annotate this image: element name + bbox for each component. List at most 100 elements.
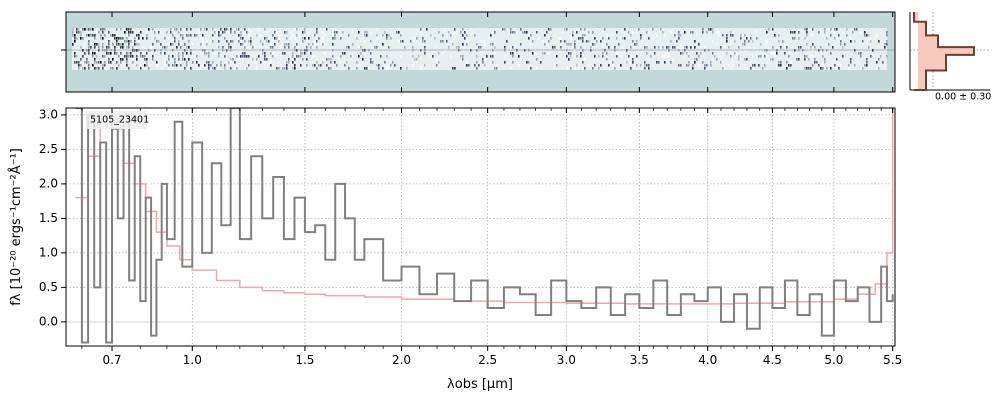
spec2d-pixel <box>656 40 658 43</box>
spec2d-pixel <box>90 46 92 49</box>
spec2d-pixel <box>832 46 834 49</box>
spec2d-pixel <box>648 31 650 34</box>
spec2d-pixel <box>860 31 862 34</box>
spec2d-pixel <box>88 46 90 49</box>
spec2d-pixel <box>448 31 450 34</box>
spec2d-pixel <box>416 37 418 40</box>
spec2d-pixel <box>632 40 634 43</box>
spec2d-pixel <box>586 40 588 43</box>
spec2d-pixel <box>570 43 572 46</box>
spec2d-pixel <box>548 28 550 31</box>
spec2d-pixel <box>386 34 388 37</box>
spec2d-pixel <box>442 52 444 55</box>
spec2d-pixel <box>176 58 178 61</box>
spec2d-pixel <box>208 61 210 64</box>
spec2d-pixel <box>670 40 672 43</box>
spec2d-pixel <box>866 61 868 64</box>
spec2d-pixel <box>234 61 236 64</box>
spec2d-pixel <box>798 31 800 34</box>
spec2d-pixel <box>326 64 328 67</box>
spec2d-pixel <box>694 58 696 61</box>
spec2d-pixel <box>592 34 594 37</box>
spec2d-pixel <box>132 31 134 34</box>
spec2d-pixel <box>298 46 300 49</box>
spec2d-pixel <box>808 67 810 70</box>
spec2d-pixel <box>304 28 306 31</box>
spec2d-pixel <box>248 40 250 43</box>
spec2d-pixel <box>840 64 842 67</box>
spec2d-pixel <box>774 52 776 55</box>
spec2d-pixel <box>786 67 788 70</box>
spec2d-pixel <box>602 52 604 55</box>
spec2d-pixel <box>218 31 220 34</box>
spec2d-pixel <box>558 37 560 40</box>
spec2d-pixel <box>246 67 248 70</box>
spec2d-pixel <box>166 46 168 49</box>
spec2d-pixel <box>448 46 450 49</box>
spec2d-pixel <box>126 28 128 31</box>
spec2d-pixel <box>128 46 130 49</box>
spec2d-pixel <box>132 46 134 49</box>
spec2d-pixel <box>370 58 372 61</box>
spec2d-pixel <box>246 55 248 58</box>
spec2d-pixel <box>386 55 388 58</box>
spec2d-pixel <box>94 40 96 43</box>
spec2d-pixel <box>82 28 84 31</box>
spec2d-pixel <box>486 55 488 58</box>
spec2d-pixel <box>574 46 576 49</box>
spec2d-pixel <box>226 31 228 34</box>
spec2d-pixel <box>422 37 424 40</box>
spec2d-pixel <box>206 28 208 31</box>
spec2d-pixel <box>116 34 118 37</box>
spec2d-pixel <box>450 55 452 58</box>
spec2d-pixel <box>300 55 302 58</box>
spec2d-pixel <box>292 61 294 64</box>
spec2d-pixel <box>504 55 506 58</box>
spec2d-pixel <box>164 40 166 43</box>
spec2d-pixel <box>172 67 174 70</box>
spec2d-pixel <box>150 64 152 67</box>
spec2d-pixel <box>454 37 456 40</box>
spec2d-pixel <box>646 46 648 49</box>
spec2d-pixel <box>184 46 186 49</box>
spec2d-pixel <box>846 34 848 37</box>
spec2d-pixel <box>400 40 402 43</box>
spec2d-pixel <box>560 43 562 46</box>
spec2d-pixel <box>228 43 230 46</box>
spec2d-pixel <box>648 67 650 70</box>
spec2d-pixel <box>98 46 100 49</box>
spec2d-pixel <box>662 31 664 34</box>
spec2d-pixel <box>562 67 564 70</box>
spec2d-pixel <box>108 58 110 61</box>
spec2d-pixel <box>798 58 800 61</box>
spec2d-pixel <box>160 43 162 46</box>
spec2d-pixel <box>180 43 182 46</box>
spec2d-pixel <box>398 40 400 43</box>
spec2d-pixel <box>600 64 602 67</box>
spec2d-pixel <box>204 46 206 49</box>
spec2d-pixel <box>174 61 176 64</box>
spec2d-pixel <box>146 52 148 55</box>
spec2d-pixel <box>822 64 824 67</box>
spec2d-pixel <box>834 37 836 40</box>
spec2d-pixel <box>744 58 746 61</box>
spec2d-pixel <box>710 61 712 64</box>
spec2d-pixel <box>274 31 276 34</box>
spec2d-pixel <box>316 28 318 31</box>
spec2d-pixel <box>574 31 576 34</box>
spec2d-pixel <box>244 55 246 58</box>
spec2d-pixel <box>358 31 360 34</box>
spec2d-pixel <box>118 64 120 67</box>
spec2d-pixel <box>180 34 182 37</box>
spec2d-pixel <box>546 43 548 46</box>
spec2d-pixel <box>818 64 820 67</box>
spec2d-pixel <box>278 40 280 43</box>
spec2d-pixel <box>776 52 778 55</box>
spec2d-pixel <box>230 61 232 64</box>
spec2d-pixel <box>732 34 734 37</box>
spec2d-pixel <box>102 37 104 40</box>
spec2d-pixel <box>350 55 352 58</box>
spec2d-pixel <box>200 67 202 70</box>
spec2d-pixel <box>820 67 822 70</box>
spec2d-pixel <box>96 46 98 49</box>
